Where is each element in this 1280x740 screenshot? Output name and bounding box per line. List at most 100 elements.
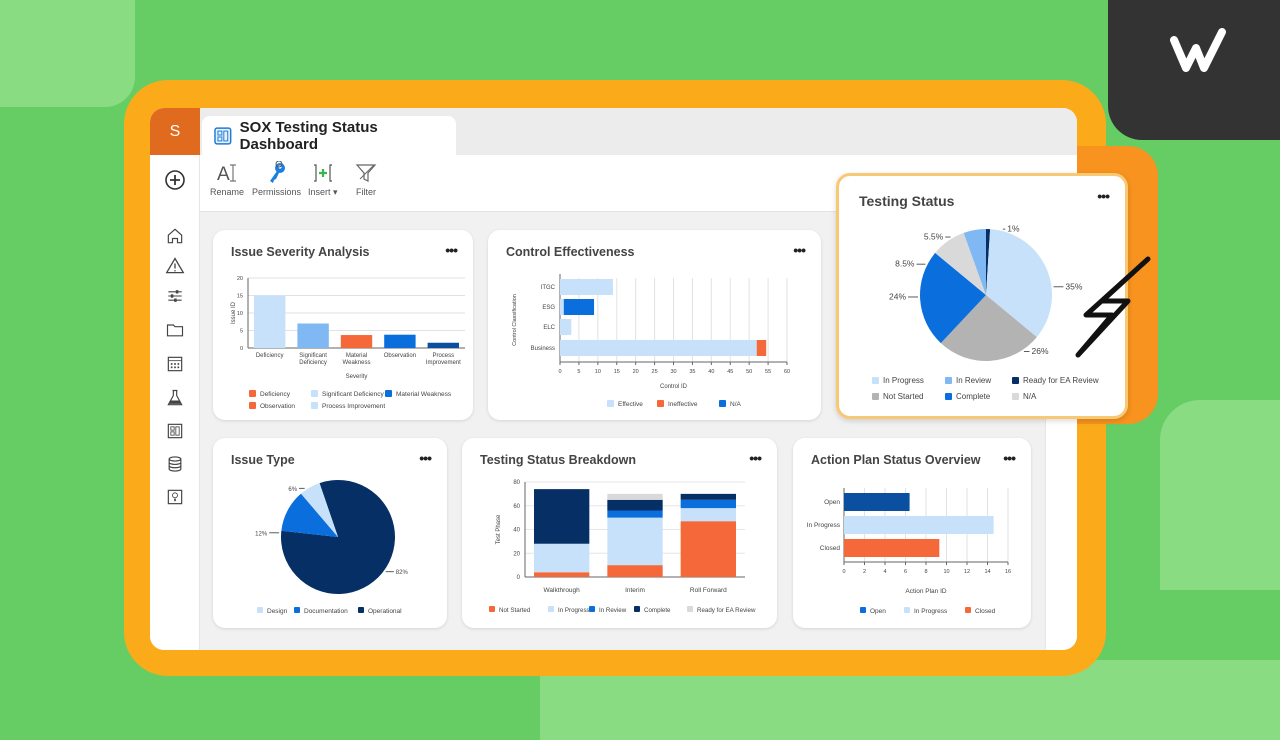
y-tick-label: 60: [513, 504, 520, 510]
action-plan-card: 0 2 4 6 8 10 12 14 16 Open In Progress Closed Action…: [793, 438, 1031, 628]
x-axis-label: Control ID: [660, 384, 688, 390]
bar: [384, 334, 416, 348]
legend-swatch: [548, 606, 554, 612]
sidebar-item-dashboard[interactable]: [163, 419, 187, 443]
calendar-icon: [167, 356, 183, 372]
rename-icon: A: [217, 164, 237, 185]
sidebar-item-sliders[interactable]: [163, 284, 187, 308]
sidebar-item-lightbulb[interactable]: [163, 485, 187, 509]
card-title: Testing Status: [859, 193, 955, 209]
filter-button[interactable]: Filter: [354, 161, 378, 197]
legend-label: Not Started: [883, 392, 923, 401]
legend-label: In Progress: [558, 607, 590, 614]
app-logo[interactable]: S: [150, 108, 200, 155]
x-tick-label: 16: [1005, 569, 1011, 575]
sidebar-item-folder[interactable]: [163, 318, 187, 342]
y-tick-label: Closed: [820, 545, 841, 552]
page-title: SOX Testing Status Dashboard: [239, 118, 378, 153]
bar-segment: [680, 508, 736, 522]
lightbulb-icon: [167, 489, 183, 505]
x-axis-label: Severity: [346, 374, 368, 380]
legend-label: Material Weakness: [396, 391, 452, 398]
pie-slice: [986, 229, 1052, 338]
more-menu-button[interactable]: •••: [749, 450, 762, 466]
insert-text: Insert: [308, 187, 331, 197]
legend-swatch: [249, 390, 256, 397]
pie-slice: [920, 252, 986, 344]
bar: [844, 493, 910, 511]
sidebar-item-database[interactable]: [163, 452, 187, 476]
x-tick-label: 20: [633, 369, 639, 375]
insert-button[interactable]: Insert ▾: [308, 161, 338, 198]
legend-swatch: [860, 607, 866, 613]
card-title: Issue Severity Analysis: [231, 245, 370, 259]
legend-label: Observation: [260, 403, 295, 410]
svg-text:A: A: [217, 164, 230, 185]
x-tick-label: 5: [577, 369, 580, 375]
legend-label: N/A: [1023, 392, 1037, 401]
y-axis-label: Test Phase: [496, 514, 502, 544]
sidebar-item-warning[interactable]: [163, 254, 187, 278]
bar-segment: [607, 517, 663, 566]
plus-circle-icon: [165, 170, 185, 190]
x-tick-label: 45: [727, 369, 733, 375]
legend-swatch: [607, 400, 614, 407]
sidebar-item-flask[interactable]: [163, 386, 187, 410]
bar-segment: [680, 493, 736, 500]
tab-dashboard[interactable]: SOX Testing Status Dashboard: [202, 116, 456, 155]
bar-segment: [756, 340, 767, 356]
slice-label: 35%: [1065, 281, 1082, 291]
bar: [254, 295, 286, 348]
legend-label: Not Started: [499, 607, 531, 614]
card-title: Issue Type: [231, 453, 295, 467]
legend-swatch: [257, 607, 263, 613]
rename-label: Rename: [210, 187, 245, 197]
more-menu-button[interactable]: •••: [793, 242, 806, 258]
x-axis-label: Action Plan ID: [905, 588, 946, 595]
database-icon: [168, 456, 182, 472]
brand-corner: [1108, 0, 1280, 140]
sidebar-item-calendar[interactable]: [163, 352, 187, 376]
rename-button[interactable]: A Rename: [210, 161, 244, 197]
flask-icon: [167, 389, 183, 406]
permissions-label: Permissions: [252, 187, 302, 197]
bar: [844, 516, 994, 534]
legend-swatch: [489, 606, 495, 612]
folder-icon: [166, 324, 184, 337]
bar-segment: [680, 521, 736, 577]
permissions-button[interactable]: Permissions: [252, 161, 301, 197]
x-tick-label: 55: [765, 369, 771, 375]
x-tick-label: 25: [652, 369, 658, 375]
x-tick-label: 12: [964, 569, 970, 575]
legend-swatch: [657, 400, 664, 407]
more-menu-button[interactable]: •••: [419, 450, 432, 466]
legend-label: Deficiency: [260, 391, 291, 398]
y-tick-label: 0: [517, 575, 521, 581]
y-tick-label: Business: [531, 346, 555, 352]
y-tick-label: ELC: [543, 325, 555, 331]
bar: [844, 539, 940, 557]
pie-slice: [986, 229, 991, 295]
legend-label: Ready for EA Review: [697, 607, 756, 614]
y-tick-label: 20: [237, 276, 243, 282]
more-menu-button[interactable]: •••: [1003, 450, 1016, 466]
more-menu-button[interactable]: •••: [1097, 188, 1110, 204]
y-tick-label: 0: [240, 346, 243, 352]
sidebar-item-plus-circle[interactable]: [163, 168, 187, 192]
sidebar-item-home[interactable]: [163, 224, 187, 248]
legend-swatch: [719, 400, 726, 407]
legend-swatch: [311, 390, 318, 397]
pie-slice: [940, 295, 1037, 361]
y-tick-label: 5: [240, 329, 243, 335]
legend-swatch: [1012, 393, 1019, 400]
more-menu-button[interactable]: •••: [445, 242, 458, 258]
x-tick-label: Improvement: [426, 360, 461, 366]
legend-swatch: [872, 377, 879, 384]
bar-segment: [607, 510, 663, 518]
legend-label: Significant Deficiency: [322, 391, 385, 398]
legend-label: N/A: [730, 401, 742, 408]
home-icon: [167, 228, 183, 244]
x-tick-label: 40: [708, 369, 714, 375]
x-tick-label: Deficiency: [256, 353, 284, 359]
x-tick-label: Weakness: [343, 360, 371, 366]
